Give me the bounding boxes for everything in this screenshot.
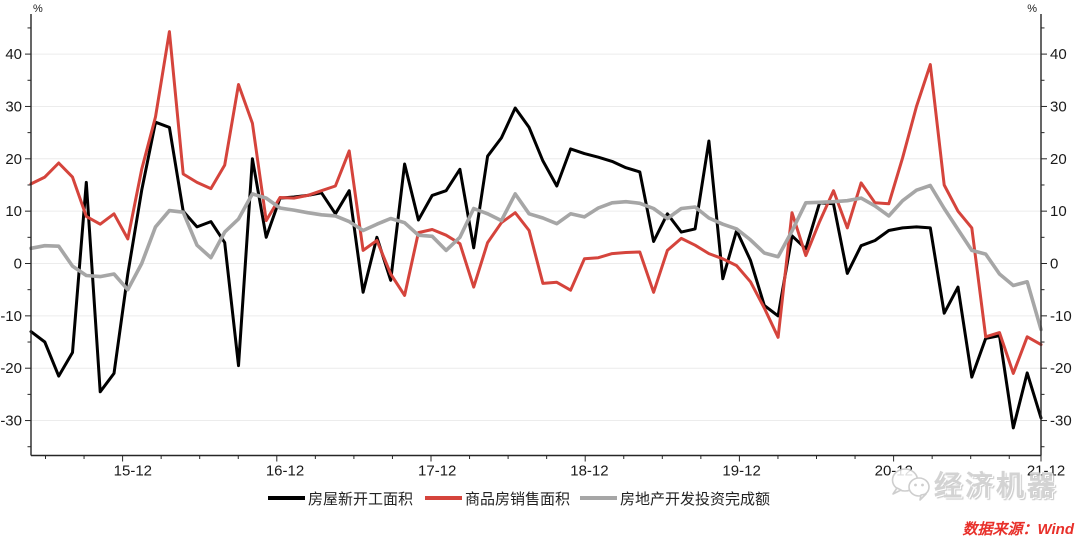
y-tick-label-left: 0 xyxy=(14,256,22,273)
y-tick-label-right: 0 xyxy=(1050,256,1058,273)
legend-item-new-starts: 房屋新开工面积 xyxy=(268,488,413,508)
y-tick-label-right: -30 xyxy=(1050,413,1072,430)
y-tick-label-right: -10 xyxy=(1050,308,1072,325)
y-tick-label-right: 20 xyxy=(1050,151,1067,168)
legend-swatch-red-line xyxy=(425,496,462,500)
x-tick-label: 15-12 xyxy=(114,463,152,480)
y-tick-label-right: 30 xyxy=(1050,98,1067,115)
series-line-2 xyxy=(29,183,1043,332)
data-source-note: 数据来源：Wind xyxy=(962,521,1074,537)
series-line-0 xyxy=(29,106,1043,430)
legend-label: 房屋新开工面积 xyxy=(308,490,414,508)
chart-legend: 房屋新开工面积 商品房销售面积 房地产开发投资完成额 xyxy=(0,488,1080,510)
x-tick-label: 18-12 xyxy=(570,463,608,480)
y-unit-label-left: % xyxy=(33,3,43,15)
y-tick-label-left: 30 xyxy=(5,98,22,115)
y-tick-label-right: 40 xyxy=(1050,46,1067,63)
x-tick-label: 19-12 xyxy=(722,463,760,480)
legend-label: 商品房销售面积 xyxy=(465,490,571,508)
y-tick-label-right: 10 xyxy=(1050,203,1067,220)
legend-swatch-black-line xyxy=(268,496,305,500)
legend-item-sales-area: 商品房销售面积 xyxy=(425,488,570,508)
y-tick-label-left: 10 xyxy=(5,203,22,220)
x-tick-label: 16-12 xyxy=(266,463,304,480)
y-tick-label-left: -20 xyxy=(0,360,22,377)
y-tick-label-right: -20 xyxy=(1050,360,1072,377)
y-tick-label-left: 40 xyxy=(5,46,22,63)
y-tick-label-left: 20 xyxy=(5,151,22,168)
x-tick-label: 20-12 xyxy=(875,463,913,480)
y-tick-label-left: -30 xyxy=(0,413,22,430)
y-unit-label-right: % xyxy=(1027,3,1037,15)
x-tick-label: 17-12 xyxy=(418,463,456,480)
legend-swatch-gray-line xyxy=(580,496,617,500)
y-tick-label-left: -10 xyxy=(0,308,22,325)
legend-label: 房地产开发投资完成额 xyxy=(620,490,771,508)
legend-item-investment: 房地产开发投资完成额 xyxy=(580,488,770,508)
series-line-1 xyxy=(29,30,1043,375)
x-tick-label: 21-12 xyxy=(1027,463,1065,480)
